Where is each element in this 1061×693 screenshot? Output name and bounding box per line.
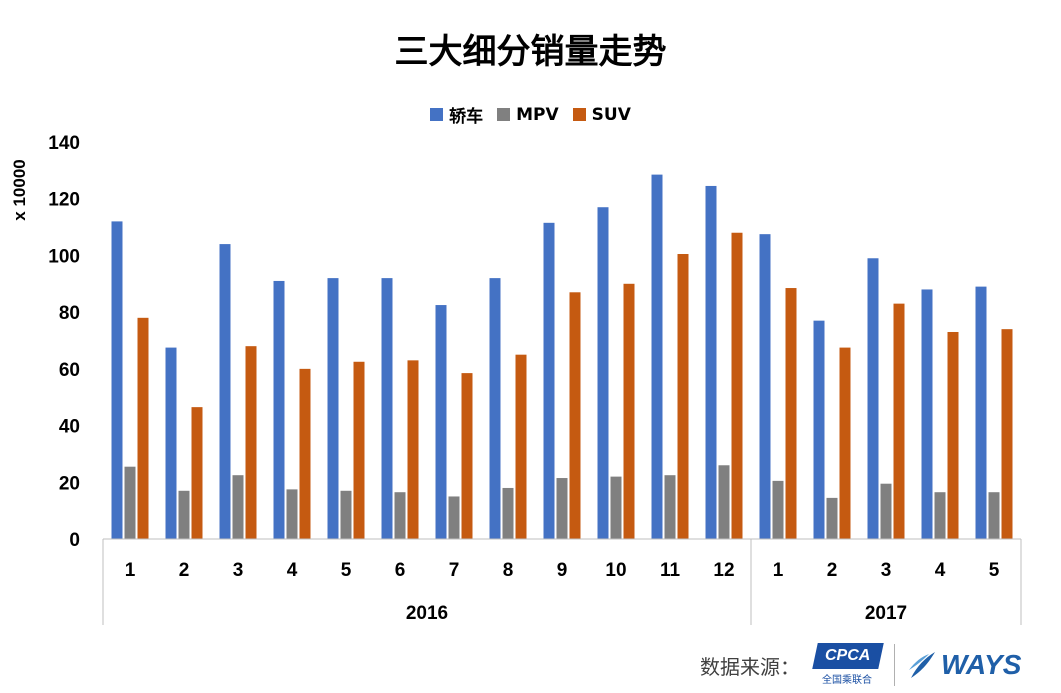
x-tick-label: 8	[503, 560, 514, 581]
y-tick-label: 140	[48, 133, 80, 154]
bar-MPV-10	[610, 476, 622, 539]
x-tick-label: 4	[287, 560, 298, 581]
y-tick-label: 40	[59, 417, 80, 438]
ways-logo-text: WAYS	[941, 649, 1022, 680]
bar-轿车-2	[165, 347, 177, 539]
y-tick-label: 80	[59, 303, 80, 324]
bar-轿车-4	[273, 280, 285, 539]
x-tick-label: 11	[660, 560, 681, 581]
legend-swatch-suv	[572, 108, 586, 121]
y-tick-label: 100	[48, 246, 80, 267]
cpca-logo: CPCA 全国乘联合	[812, 643, 884, 687]
ways-wave-icon	[909, 652, 935, 678]
bar-MPV-2	[178, 490, 190, 539]
x-tick-label: 5	[989, 560, 1000, 581]
x-tick-label: 3	[881, 560, 892, 581]
bar-轿车-12	[705, 185, 717, 540]
bar-MPV-8	[502, 487, 514, 539]
bar-MPV-3	[232, 475, 244, 539]
legend-swatch-sedan	[430, 108, 444, 121]
x-tick-label: 1	[125, 560, 136, 581]
x-tick-label: 3	[233, 560, 244, 581]
legend-label-suv: SUV	[591, 104, 631, 125]
x-tick-label: 7	[449, 560, 460, 581]
bar-MPV-16	[934, 492, 946, 539]
bar-MPV-7	[448, 496, 460, 539]
bar-轿车-8	[489, 278, 501, 539]
source-label: 数据来源：	[700, 654, 800, 679]
legend-item-suv: SUV	[572, 102, 631, 127]
bar-SUV-11	[677, 254, 689, 539]
logo-divider	[894, 644, 895, 686]
bar-MPV-11	[664, 475, 676, 539]
bar-MPV-14	[826, 497, 838, 539]
bar-MPV-1	[124, 466, 136, 539]
bar-MPV-15	[880, 483, 892, 539]
x-tick-label: 2	[179, 560, 190, 581]
bar-轿车-3	[219, 244, 231, 540]
bar-MPV-5	[340, 490, 352, 539]
bar-轿车-10	[597, 207, 609, 539]
legend-item-mpv: MPV	[497, 102, 559, 127]
bar-SUV-7	[461, 373, 473, 539]
source-footer: 数据来源： CPCA 全国乘联合 WAYS	[700, 640, 1021, 690]
legend-item-sedan: 轿车	[430, 102, 483, 127]
cpca-logo-subtext: 全国乘联合	[822, 675, 872, 686]
bar-SUV-1	[137, 317, 149, 539]
y-tick-label: 60	[59, 360, 80, 381]
x-tick-label: 4	[935, 560, 946, 581]
x-tick-label: 9	[557, 560, 568, 581]
bar-MPV-9	[556, 478, 568, 539]
bar-SUV-17	[1001, 329, 1013, 539]
x-tick-label: 12	[713, 560, 734, 581]
bar-SUV-8	[515, 354, 527, 539]
legend-label-sedan: 轿车	[449, 107, 484, 127]
bar-MPV-4	[286, 489, 298, 539]
bar-MPV-17	[988, 492, 1000, 539]
x-tick-label: 2	[827, 560, 838, 581]
bar-轿车-13	[759, 234, 771, 540]
y-tick-label: 20	[59, 473, 80, 494]
bar-SUV-3	[245, 346, 257, 539]
bar-SUV-6	[407, 360, 419, 539]
x-tick-label: 10	[605, 560, 626, 581]
bar-MPV-6	[394, 492, 406, 539]
legend-swatch-mpv	[497, 108, 511, 121]
bar-SUV-4	[299, 368, 311, 539]
bar-轿车-5	[327, 278, 339, 539]
bar-SUV-9	[569, 292, 581, 539]
bar-MPV-13	[772, 480, 784, 539]
legend: 轿车 MPV SUV	[0, 102, 1061, 127]
group-label: 2016	[406, 603, 448, 624]
bar-轿车-9	[543, 222, 555, 539]
bar-SUV-16	[947, 331, 959, 539]
y-tick-label: 0	[69, 530, 80, 551]
bar-轿车-11	[651, 174, 663, 539]
bar-轿车-1	[111, 221, 123, 539]
cpca-logo-text: CPCA	[825, 647, 871, 664]
y-tick-label: 120	[48, 190, 80, 211]
ways-logo: WAYS	[907, 648, 1021, 682]
bar-轿车-15	[867, 258, 879, 539]
bar-SUV-2	[191, 407, 203, 539]
x-tick-label: 1	[773, 560, 784, 581]
x-tick-label: 6	[395, 560, 406, 581]
bar-SUV-15	[893, 303, 905, 539]
chart-title: 三大细分销量走势	[394, 32, 667, 72]
bar-轿车-14	[813, 320, 825, 539]
bar-轿车-17	[975, 286, 987, 539]
bar-SUV-14	[839, 347, 851, 539]
legend-label-mpv: MPV	[516, 104, 559, 125]
bar-轿车-6	[381, 278, 393, 539]
bar-SUV-12	[731, 232, 743, 539]
x-tick-label: 5	[341, 560, 352, 581]
bar-SUV-13	[785, 288, 797, 539]
bar-轿车-7	[435, 305, 447, 539]
bar-SUV-10	[623, 283, 635, 539]
group-label: 2017	[865, 603, 907, 624]
bar-SUV-5	[353, 361, 365, 539]
bar-MPV-12	[718, 465, 730, 539]
bar-轿车-16	[921, 289, 933, 539]
